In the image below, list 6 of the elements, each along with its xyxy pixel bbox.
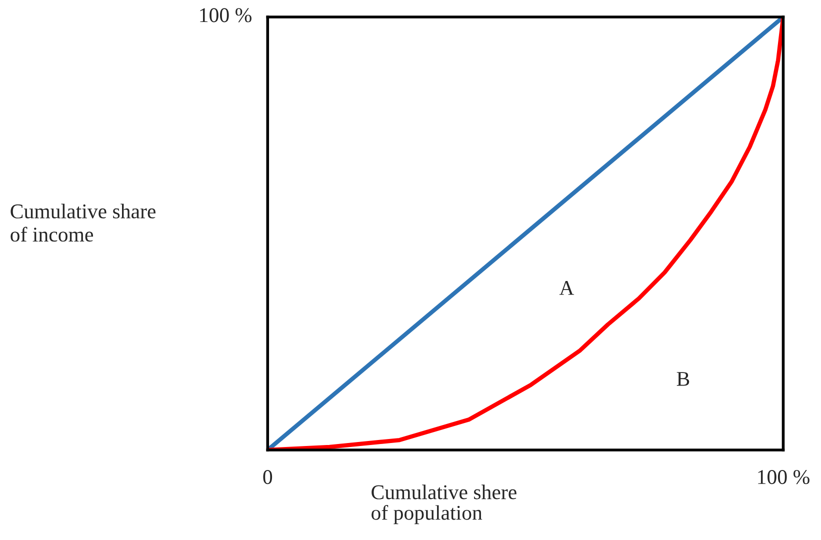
annotation: A bbox=[559, 281, 574, 295]
x-axis-title: Cumulative shere of population bbox=[372, 484, 516, 524]
x-tick-label: 0 bbox=[263, 470, 272, 484]
text: 100 % bbox=[200, 8, 252, 22]
text: Cumulative share of income bbox=[10, 204, 156, 242]
annotation: B bbox=[676, 372, 690, 386]
